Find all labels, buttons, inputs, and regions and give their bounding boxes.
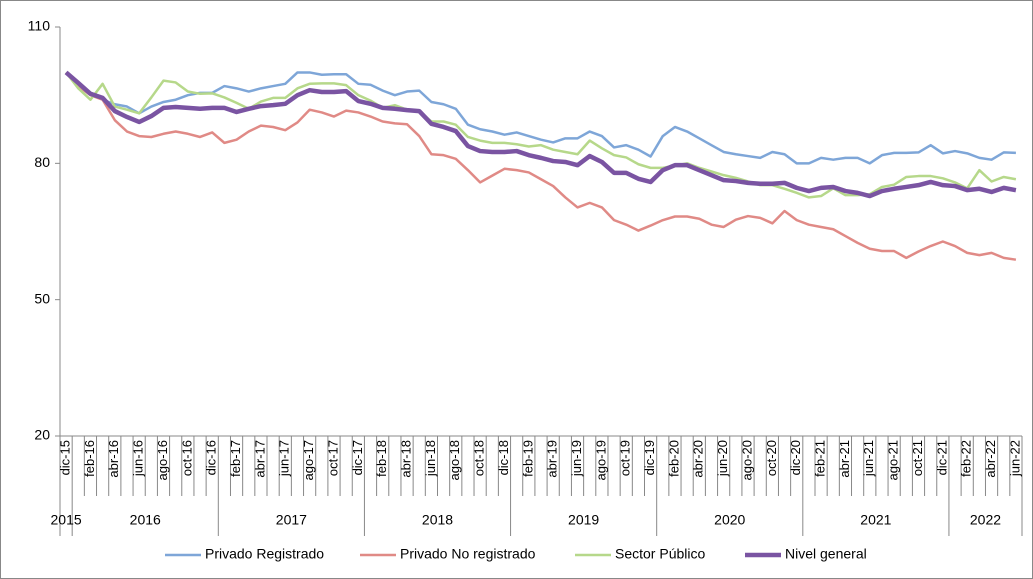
year-label: 2021 [860,512,891,528]
legend-label: Privado No registrado [400,546,536,562]
series-line [64,70,1017,199]
x-tick-label: oct-17 [325,440,340,476]
x-tick-label: jun-19 [569,440,584,477]
x-tick-label: abr-18 [398,440,413,478]
x-tick-label: ago-17 [301,440,316,480]
x-tick-label: feb-20 [666,440,681,477]
x-tick-label: abr-16 [106,440,121,478]
x-tick-label: abr-22 [983,440,998,478]
x-tick-label: jun-22 [1007,440,1022,477]
year-label: 2016 [130,512,161,528]
y-tick-label: 20 [34,427,50,443]
x-tick-label: feb-16 [82,440,97,477]
x-tick-label: dic-15 [58,440,73,475]
x-tick-label: dic-20 [788,440,803,475]
series-line [65,71,1017,261]
x-tick-label: dic-21 [934,440,949,475]
y-tick-label: 110 [28,18,51,34]
x-tick-label: feb-21 [813,440,828,477]
x-tick-label: ago-18 [447,440,462,480]
year-label: 2018 [422,512,453,528]
year-label: 2022 [970,512,1001,528]
x-tick-label: dic-17 [350,440,365,475]
x-tick-label: dic-19 [642,440,657,475]
legend-label: Nivel general [785,546,867,562]
x-tick-label: oct-18 [472,440,487,476]
legend-label: Sector Público [615,546,705,562]
y-tick-label: 80 [34,154,50,170]
x-tick-label: jun-16 [131,440,146,477]
x-tick-label: oct-20 [764,440,779,476]
x-tick-label: ago-16 [155,440,170,480]
x-tick-label: feb-19 [520,440,535,477]
x-tick-label: oct-21 [910,440,925,476]
x-tick-label: dic-18 [496,440,511,475]
x-tick-label: jun-18 [423,440,438,477]
x-tick-label: oct-19 [618,440,633,476]
y-tick-label: 50 [34,290,50,306]
x-tick-label: ago-21 [886,440,901,480]
x-tick-label: jun-21 [861,440,876,477]
year-label: 2020 [714,512,745,528]
legend-label: Privado Registrado [205,546,324,562]
x-tick-label: feb-22 [959,440,974,477]
x-tick-label: ago-20 [739,440,754,480]
x-tick-label: abr-17 [252,440,267,478]
x-tick-label: oct-16 [179,440,194,476]
x-tick-label: jun-20 [715,440,730,477]
series-line [65,71,1016,165]
x-tick-label: ago-19 [593,440,608,480]
year-label: 2017 [276,512,307,528]
year-label: 2019 [568,512,599,528]
x-tick-label: feb-18 [374,440,389,477]
x-tick-label: feb-17 [228,440,243,477]
x-tick-label: jun-17 [277,440,292,477]
x-tick-label: abr-19 [545,440,560,478]
x-tick-label: abr-21 [837,440,852,478]
x-tick-label: abr-20 [691,440,706,478]
year-label: 2015 [51,512,82,528]
x-tick-label: dic-16 [204,440,219,475]
